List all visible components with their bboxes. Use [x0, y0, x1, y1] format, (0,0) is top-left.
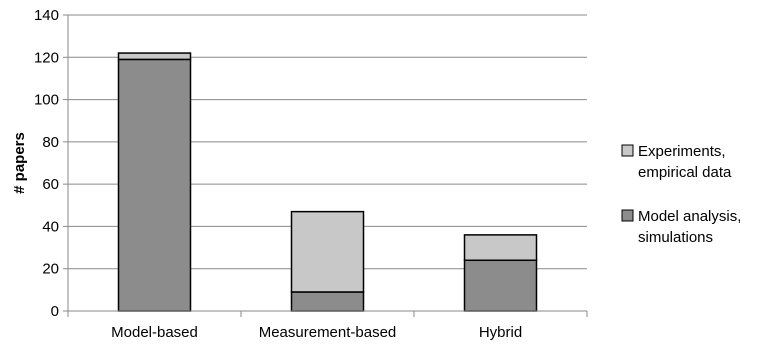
- y-tick-label: 20: [42, 261, 59, 278]
- axes: 0 20 40 60 80 100 120 140 Model-based Measurement…: [11, 7, 588, 341]
- bar-segment-hybrid-series-2: [463, 234, 538, 262]
- legend-label-1: Experiments,: [638, 143, 726, 160]
- bar-segment-measurement-based-series-1: [290, 291, 365, 312]
- legend-label-2: Model analysis,: [638, 208, 741, 225]
- x-tick-label: Model-based: [111, 324, 198, 341]
- bar-segment-model-based-series-2: [117, 52, 192, 61]
- legend-label-1: empirical data: [638, 164, 732, 181]
- bar-segment-hybrid-series-1: [463, 259, 538, 312]
- y-tick-label: 140: [34, 7, 59, 24]
- y-axis-title: # papers: [11, 132, 28, 194]
- legend-swatch-2: [621, 209, 634, 222]
- y-tick-label: 0: [51, 303, 59, 320]
- bar-segment-model-based-series-1: [117, 58, 192, 312]
- y-tick-label: 100: [34, 92, 59, 109]
- bar-segment-measurement-based-series-2: [290, 210, 365, 293]
- x-tick-label: Measurement-based: [259, 324, 397, 341]
- bars: [117, 52, 538, 312]
- y-tick-label: 40: [42, 218, 59, 235]
- y-tick-label: 60: [42, 176, 59, 193]
- x-tick-label: Hybrid: [479, 324, 522, 341]
- legend: Experiments, empirical data Model analysis…: [621, 143, 741, 246]
- y-tick-label: 120: [34, 49, 59, 66]
- legend-label-2: simulations: [638, 229, 713, 246]
- legend-swatch-1: [621, 144, 634, 157]
- y-tick-label: 80: [42, 134, 59, 151]
